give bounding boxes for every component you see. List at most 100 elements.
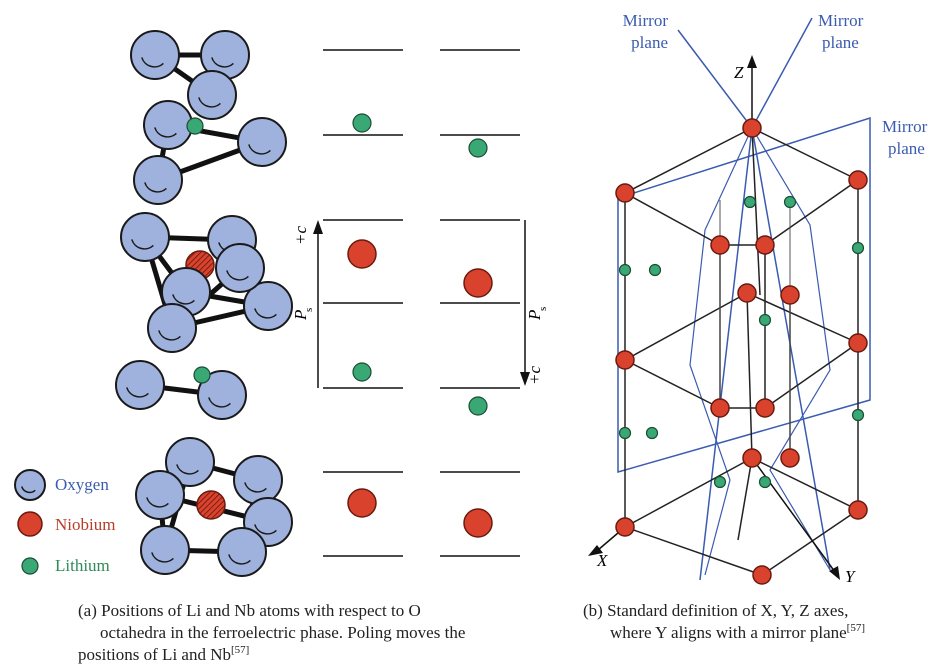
niobium-atom bbox=[711, 399, 729, 417]
right-diagram bbox=[588, 18, 870, 584]
niobium-atom bbox=[348, 489, 376, 517]
legend-lithium: Lithium bbox=[55, 556, 110, 575]
niobium-atom bbox=[756, 399, 774, 417]
lithium-atom bbox=[745, 197, 756, 208]
bond bbox=[738, 458, 752, 540]
bond bbox=[625, 360, 720, 408]
y-axis bbox=[752, 458, 835, 572]
niobium-atom bbox=[348, 240, 376, 268]
lithium-atom bbox=[22, 558, 38, 574]
bond bbox=[625, 527, 762, 575]
oxygen-atom bbox=[15, 470, 45, 500]
niobium-atom bbox=[849, 501, 867, 519]
bond bbox=[747, 293, 752, 458]
lithium-atom bbox=[353, 363, 371, 381]
legend-oxygen: Oxygen bbox=[55, 475, 109, 494]
niobium-atom bbox=[753, 566, 771, 584]
left-diagram bbox=[15, 31, 530, 576]
lithium-atom bbox=[469, 397, 487, 415]
oxygen-atom bbox=[131, 31, 179, 79]
arrow-down-sign: +c bbox=[525, 366, 544, 385]
lithium-atom bbox=[760, 315, 771, 326]
niobium-atom bbox=[738, 284, 756, 302]
lithium-atom bbox=[187, 118, 203, 134]
oxygen-atom bbox=[144, 101, 192, 149]
lithium-atom bbox=[853, 410, 864, 421]
arrow-up-sign: +c bbox=[291, 226, 310, 245]
oxygen-atom bbox=[134, 156, 182, 204]
oxygen-atom bbox=[216, 244, 264, 292]
caption-a: octahedra in the ferroelectric phase. Po… bbox=[100, 623, 465, 642]
oxygen-atom bbox=[218, 528, 266, 576]
bond bbox=[765, 343, 858, 408]
axis-x: X bbox=[596, 551, 608, 570]
bond bbox=[625, 193, 720, 245]
niobium-atom bbox=[464, 509, 492, 537]
octahedron bbox=[131, 31, 249, 119]
lithium-atom bbox=[760, 477, 771, 488]
caption-b-text: where Y aligns with a mirror plane bbox=[610, 623, 847, 642]
legend-niobium: Niobium bbox=[55, 515, 115, 534]
caption-b-ref: [57] bbox=[847, 622, 865, 634]
figure: Oxygen Niobium Lithium +c P s +c P s Mir… bbox=[0, 0, 942, 670]
octahedron bbox=[136, 438, 292, 576]
oxygen-atom bbox=[148, 304, 196, 352]
oxygen-atom bbox=[188, 71, 236, 119]
oxygen-atom bbox=[116, 361, 164, 409]
mirror-label: plane bbox=[822, 33, 859, 52]
mirror-plane bbox=[690, 128, 752, 575]
niobium-atom bbox=[756, 236, 774, 254]
mirror-label: plane bbox=[888, 139, 925, 158]
oxygen-atom bbox=[136, 471, 184, 519]
bond bbox=[625, 128, 752, 193]
lithium-atom bbox=[785, 197, 796, 208]
lithium-atom bbox=[715, 477, 726, 488]
caption-b: (b) Standard definition of X, Y, Z axes, bbox=[583, 601, 848, 620]
niobium-atom bbox=[18, 512, 42, 536]
niobium-atom bbox=[849, 334, 867, 352]
octahedron bbox=[121, 213, 292, 352]
lithium-atom bbox=[353, 114, 371, 132]
oxygen-atom bbox=[234, 456, 282, 504]
mirror-plane bbox=[678, 30, 752, 580]
arrowhead bbox=[747, 55, 757, 68]
lithium-atom bbox=[620, 428, 631, 439]
mirror-label: Mirror bbox=[623, 11, 669, 30]
bond bbox=[762, 510, 858, 575]
mirror-label: plane bbox=[631, 33, 668, 52]
caption-a: positions of Li and Nb[57] bbox=[78, 644, 249, 664]
niobium-atom bbox=[743, 449, 761, 467]
mirror-label: Mirror bbox=[818, 11, 864, 30]
lithium-atom bbox=[647, 428, 658, 439]
caption-a: (a) Positions of Li and Nb atoms with re… bbox=[78, 601, 421, 620]
niobium-atom bbox=[743, 119, 761, 137]
niobium-atom bbox=[616, 351, 634, 369]
lithium-atom bbox=[650, 265, 661, 276]
niobium-atom bbox=[711, 236, 729, 254]
niobium-atom bbox=[781, 449, 799, 467]
axis-z: Z bbox=[734, 63, 744, 82]
lithium-atom bbox=[620, 265, 631, 276]
arrowhead bbox=[313, 220, 323, 234]
lithium-atom bbox=[194, 367, 210, 383]
arrow-up-subscript: s bbox=[303, 308, 315, 312]
caption-a-ref: [57] bbox=[231, 644, 249, 656]
niobium-atom bbox=[781, 286, 799, 304]
niobium-atom bbox=[197, 491, 225, 519]
oxygen-atom bbox=[238, 118, 286, 166]
caption-b: where Y aligns with a mirror plane[57] bbox=[610, 622, 865, 642]
caption-a-text: positions of Li and Nb bbox=[78, 645, 231, 664]
niobium-atom bbox=[616, 184, 634, 202]
axis-y: Y bbox=[845, 567, 856, 586]
arrow-down-subscript: s bbox=[537, 307, 549, 311]
niobium-atom bbox=[464, 269, 492, 297]
lithium-atom bbox=[469, 139, 487, 157]
niobium-atom bbox=[616, 518, 634, 536]
bond bbox=[625, 458, 752, 527]
niobium-atom bbox=[849, 171, 867, 189]
lithium-atom bbox=[853, 243, 864, 254]
arrowhead bbox=[829, 566, 840, 580]
octahedron bbox=[116, 361, 246, 419]
oxygen-atom bbox=[141, 526, 189, 574]
oxygen-atom bbox=[121, 213, 169, 261]
